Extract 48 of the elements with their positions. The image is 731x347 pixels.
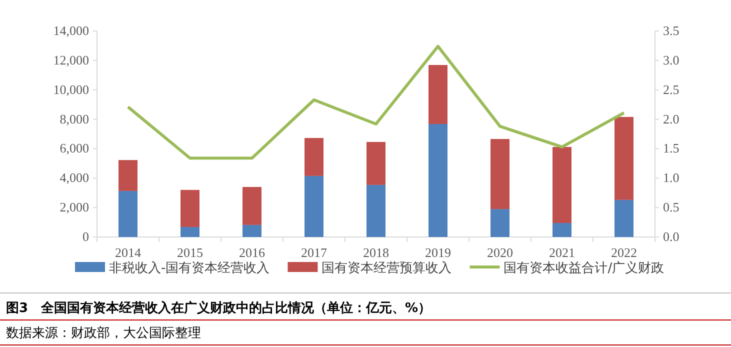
bar [242, 186, 262, 225]
x-tick-label: 2020 [487, 245, 513, 260]
y2-tick-label: 2.5 [663, 82, 680, 97]
bar [428, 124, 448, 237]
x-tick-label: 2014 [115, 245, 142, 260]
y2-tick-label: 3.0 [663, 52, 680, 68]
bar [180, 226, 200, 237]
bar [490, 139, 510, 210]
x-tick-label: 2018 [363, 245, 389, 260]
text: 图3 全国国有资本经营收入在广义财政中的占比情况（单位：亿元、%） [6, 300, 432, 316]
bar [552, 223, 572, 237]
y2-tick-label: 0.5 [663, 200, 680, 215]
bar [118, 160, 138, 191]
bar [304, 138, 324, 176]
bar [552, 146, 572, 224]
legend-label: 国有资本经营预算收入 [322, 261, 452, 276]
x-tick-label: 2017 [301, 245, 328, 260]
source-note: 数据来源：财政部，大公国际整理 [6, 326, 201, 341]
y2-tick-label: 0.0 [663, 229, 680, 244]
y-tick-label: 14,000 [53, 23, 89, 38]
x-tick-label: 2015 [177, 245, 203, 260]
bar [304, 176, 324, 237]
bar [614, 116, 634, 200]
bar [180, 190, 200, 227]
y2-tick-label: 1.5 [663, 140, 680, 156]
y2-tick-label: 2.0 [663, 111, 680, 126]
bar [242, 224, 262, 237]
y-tick-label: 0 [82, 229, 89, 244]
x-tick-label: 2016 [239, 245, 266, 260]
y2-tick-label: 3.5 [663, 23, 680, 38]
bar [614, 200, 634, 237]
y-tick-label: 4,000 [60, 170, 89, 186]
y-tick-label: 12,000 [53, 52, 89, 68]
bar [118, 190, 138, 237]
bar [366, 142, 386, 185]
y-tick-label: 2,000 [60, 200, 89, 215]
legend-label: 非税收入-国有资本经营收入 [109, 261, 270, 276]
legend-label: 国有资本收益合计/广义财政 [504, 261, 664, 276]
x-tick-label: 2022 [611, 245, 637, 260]
y-tick-label: 6,000 [60, 140, 89, 156]
bar [428, 64, 448, 124]
bar [490, 209, 510, 237]
x-tick-label: 2021 [549, 245, 575, 260]
y-tick-label: 8,000 [60, 111, 89, 126]
y2-tick-label: 1.0 [663, 170, 680, 186]
y-tick-label: 10,000 [53, 82, 89, 97]
x-tick-label: 2019 [425, 245, 451, 260]
bar [366, 184, 386, 237]
